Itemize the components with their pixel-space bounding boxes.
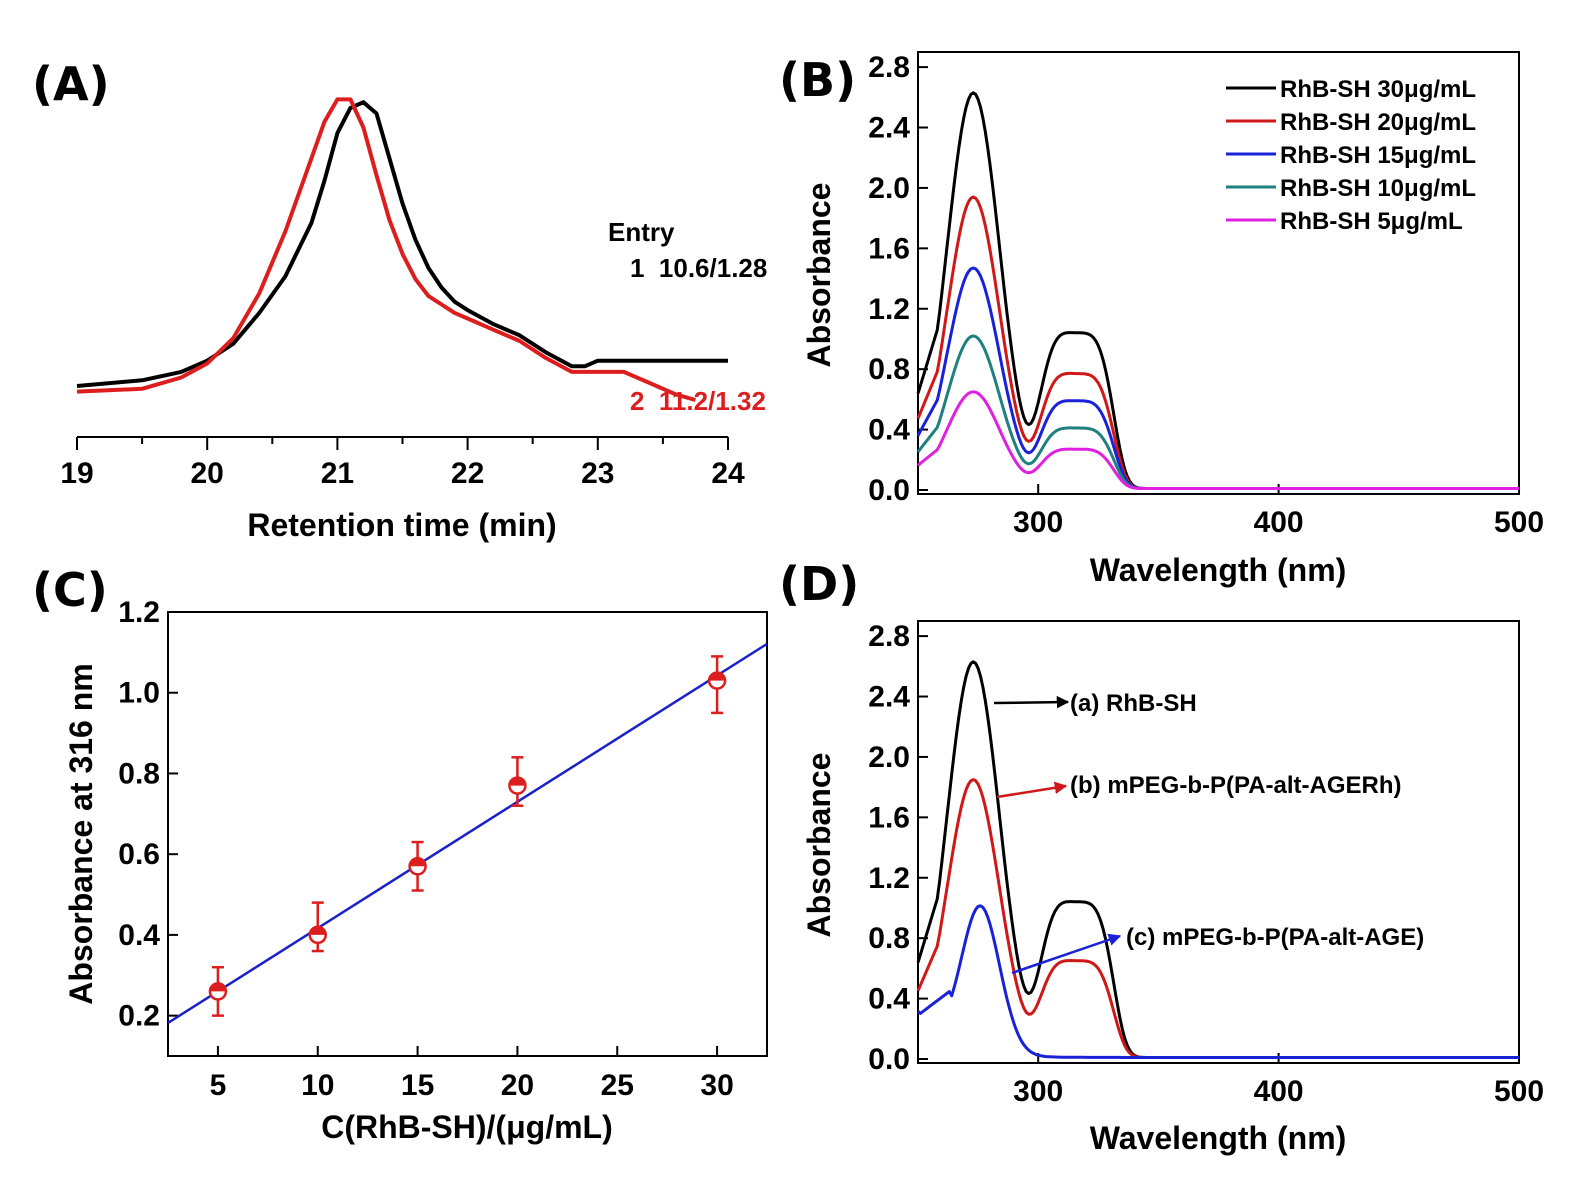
panel-b-series xyxy=(916,91,1519,490)
panel-c-x-tick-label: 10 xyxy=(301,1069,334,1102)
panel-c-frame xyxy=(167,611,768,1057)
panel-d-label: (D) xyxy=(779,557,859,611)
panel-c-y-tick-label: 1.2 xyxy=(118,596,160,629)
panel-c-x-label: C(RhB-SH)/(μg/mL) xyxy=(321,1109,613,1145)
panel-c-x-tick-label: 25 xyxy=(601,1069,634,1102)
panel-d-y-tick-label: 1.2 xyxy=(868,862,910,895)
panel-b-y-tick-label: 1.2 xyxy=(868,293,910,326)
panel-a-x-tick-label: 22 xyxy=(451,457,484,490)
panel-b-y-tick-label: 2.4 xyxy=(868,112,910,145)
panel-a-label: (A) xyxy=(32,57,110,111)
data-point-half-fill xyxy=(209,983,226,992)
legend-label: RhB-SH 10μg/mL xyxy=(1280,175,1476,202)
data-point-half-fill xyxy=(309,926,326,935)
panel-d-x-label: Wavelength (nm) xyxy=(1090,1120,1347,1156)
panel-b-x-label: Wavelength (nm) xyxy=(1090,552,1347,588)
panel-a-x-tick-label: 21 xyxy=(321,457,354,490)
panel-d-y-tick-label: 0.0 xyxy=(868,1043,910,1076)
panel-d-y-tick-label: 2.8 xyxy=(868,620,910,653)
panel-c-y-tick-label: 1.0 xyxy=(118,677,160,710)
legend-label: RhB-SH 15μg/mL xyxy=(1280,142,1476,169)
panel-b-y-tick-label: 2.8 xyxy=(868,51,910,84)
panel-a-x-tick-label: 24 xyxy=(711,457,745,490)
panel-d-x-tick-label: 500 xyxy=(1494,1075,1544,1108)
panel-b-x-tick-label: 400 xyxy=(1254,506,1304,539)
panel-c-plot xyxy=(167,642,768,1024)
panel-c-y-tick-label: 0.6 xyxy=(118,838,160,871)
data-point-half-fill xyxy=(709,672,726,681)
legend-label: RhB-SH 5μg/mL xyxy=(1280,208,1463,235)
panel-d-y-tick-label: 2.4 xyxy=(868,681,910,714)
panel-b: (B) 300 400 500 0.0 0.4 0.8 1.2 1.6 2.0 2.4 2.8 Rh… xyxy=(779,51,1544,588)
panel-b-ticks: 300 400 500 0.0 0.4 0.8 1.2 1.6 2.0 2.4 2.8 xyxy=(868,51,1544,539)
panel-b-series-2 xyxy=(916,266,1519,490)
panel-a-series-2 xyxy=(76,97,696,402)
panel-d: (D) 300 400 500 0.0 0.4 0.8 1.2 1.6 2.0 2.4 2.8 (a… xyxy=(779,557,1544,1156)
panel-d-x-tick-label: 400 xyxy=(1254,1075,1304,1108)
panel-b-series-4 xyxy=(917,390,1519,490)
panel-c-y-tick-label: 0.4 xyxy=(118,919,160,952)
panel-c-x-tick-label: 5 xyxy=(210,1069,227,1102)
panel-c-x-tick-label: 30 xyxy=(700,1069,733,1102)
panel-b-y-tick-label: 2.0 xyxy=(868,172,910,205)
annotation-arrow xyxy=(996,781,1068,799)
panel-d-y-tick-label: 1.6 xyxy=(868,801,910,834)
panel-d-series-2 xyxy=(917,904,1519,1059)
annotation-label: (b) mPEG-b-P(PA-alt-AGERh) xyxy=(1070,772,1402,799)
panel-d-x-tick-label: 300 xyxy=(1013,1075,1063,1108)
panel-a: (A) 19 20 21 22 23 24 Entry 1 10.6/1.28 2 11.… xyxy=(32,57,767,543)
panel-a-series xyxy=(76,97,728,402)
annotation-arrow xyxy=(1011,933,1122,975)
panel-c-ticks: 5 10 15 20 25 30 0.2 0.4 0.6 0.8 1.0 1.2 xyxy=(118,596,733,1102)
panel-d-y-tick-label: 0.8 xyxy=(868,922,910,955)
panel-b-y-label: Absorbance xyxy=(801,183,837,368)
entry-1-label: 1 10.6/1.28 xyxy=(630,253,767,283)
legend-label: RhB-SH 30μg/mL xyxy=(1280,76,1476,103)
panel-c-y-tick-label: 0.8 xyxy=(118,757,160,790)
panel-c-y-tick-label: 0.2 xyxy=(118,1000,160,1033)
annotation-label: (c) mPEG-b-P(PA-alt-AGE) xyxy=(1126,924,1424,951)
panel-a-x-tick-label: 19 xyxy=(60,457,93,490)
panel-c: (C) 5 10 15 20 25 30 0.2 0.4 0.6 0.8 1.0 1.2 C(RhB-… xyxy=(32,563,768,1145)
panel-a-x-tick-label: 23 xyxy=(581,457,614,490)
entry-header: Entry xyxy=(608,217,675,247)
panel-d-frame xyxy=(917,620,1520,1064)
data-point-half-fill xyxy=(509,777,526,786)
panel-c-x-tick-label: 20 xyxy=(501,1069,534,1102)
entry-2-label: 2 11.2/1.32 xyxy=(630,386,766,416)
panel-b-label: (B) xyxy=(779,53,856,107)
panel-c-label: (C) xyxy=(32,563,108,617)
panel-d-ticks: 300 400 500 0.0 0.4 0.8 1.2 1.6 2.0 2.4 2.8 xyxy=(868,620,1544,1108)
legend-label: RhB-SH 20μg/mL xyxy=(1280,109,1476,136)
panel-d-series-1 xyxy=(916,778,1519,1059)
annotation-label: (a) RhB-SH xyxy=(1070,690,1197,717)
panel-b-y-tick-label: 0.8 xyxy=(868,353,910,386)
fit-line xyxy=(167,642,768,1024)
panel-d-y-tick-label: 0.4 xyxy=(868,983,910,1016)
panel-d-series xyxy=(916,660,1519,1059)
panel-b-x-tick-label: 300 xyxy=(1013,506,1063,539)
panel-b-y-tick-label: 1.6 xyxy=(868,232,910,265)
panel-a-x-tick-label: 20 xyxy=(191,457,224,490)
panel-a-x-label: Retention time (min) xyxy=(247,507,556,543)
panel-b-y-tick-label: 0.0 xyxy=(868,474,910,507)
panel-a-x-ticks: 19 20 21 22 23 24 xyxy=(60,437,745,490)
panel-d-y-tick-label: 2.0 xyxy=(868,741,910,774)
panel-b-frame xyxy=(917,51,1520,495)
panel-d-y-label: Absorbance xyxy=(801,753,837,938)
panel-b-x-tick-label: 500 xyxy=(1494,506,1544,539)
panel-b-y-tick-label: 0.4 xyxy=(868,414,910,447)
panel-c-x-tick-label: 15 xyxy=(401,1069,434,1102)
panel-a-series-1 xyxy=(76,100,728,388)
panel-d-annotations: (a) RhB-SH (b) mPEG-b-P(PA-alt-AGERh) (c) … xyxy=(993,690,1424,975)
annotation-arrow xyxy=(993,695,1070,709)
data-point-half-fill xyxy=(409,858,426,867)
panel-c-y-label: Absorbance at 316 nm xyxy=(63,663,99,1004)
panel-b-legend: RhB-SH 30μg/mL RhB-SH 20μg/mL RhB-SH 15μg/… xyxy=(1226,76,1476,235)
